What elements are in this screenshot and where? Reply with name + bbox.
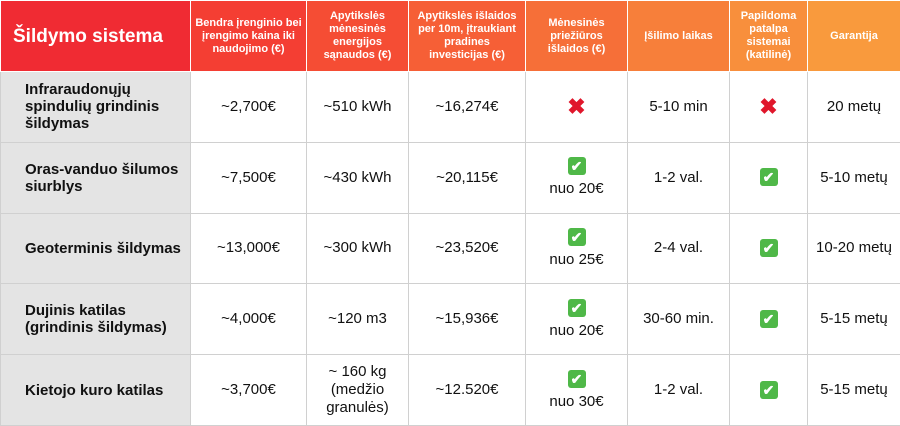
system-name: Oras-vanduo šilumos siurblys [1, 142, 191, 213]
maintenance-mark: ✔ [530, 157, 623, 176]
extra-room-cell: ✔ [730, 284, 808, 355]
maintenance-cell: ✖ [526, 72, 628, 143]
warranty-cell: 5-15 metų [808, 284, 900, 355]
check-icon: ✔ [568, 299, 586, 317]
ten-year-cost-cell: ~12.520€ [409, 355, 526, 426]
check-icon: ✔ [760, 381, 778, 399]
ten-year-cost-cell: ~23,520€ [409, 213, 526, 284]
check-icon: ✔ [760, 239, 778, 257]
price-cell: ~13,000€ [191, 213, 307, 284]
heat-time-cell: 5-10 min [628, 72, 730, 143]
energy-cell: ~430 kWh [307, 142, 409, 213]
maintenance-text: nuo 20€ [530, 322, 623, 340]
maintenance-cell: ✔ nuo 30€ [526, 355, 628, 426]
heat-time-cell: 1-2 val. [628, 142, 730, 213]
heat-up-time-header: Įšilimo laikas [628, 1, 730, 72]
maintenance-text: nuo 20€ [530, 180, 623, 198]
maintenance-cell: ✔ nuo 25€ [526, 213, 628, 284]
system-name: Kietojo kuro katilas [1, 355, 191, 426]
extra-room-cell: ✔ [730, 355, 808, 426]
monthly-maintenance-header: Mėnesinės priežiūros išlaidos (€) [526, 1, 628, 72]
table-body: Infraraudonųjų spindulių grindinis šildy… [1, 72, 900, 426]
maintenance-text: nuo 25€ [530, 251, 623, 269]
maintenance-mark: ✔ [530, 370, 623, 389]
warranty-cell: 5-15 metų [808, 355, 900, 426]
check-icon: ✔ [568, 370, 586, 388]
table-row: Kietojo kuro katilas~3,700€~ 160 kg (med… [1, 355, 900, 426]
maintenance-cell: ✔ nuo 20€ [526, 284, 628, 355]
system-name: Dujinis katilas (grindinis šildymas) [1, 284, 191, 355]
extra-room-cell: ✖ [730, 72, 808, 143]
maintenance-cell: ✔ nuo 20€ [526, 142, 628, 213]
maintenance-text: nuo 30€ [530, 393, 623, 411]
ten-year-cost-header: Apytikslės išlaidos per 10m, įtraukiant … [409, 1, 526, 72]
system-name: Geoterminis šildymas [1, 213, 191, 284]
price-cell: ~3,700€ [191, 355, 307, 426]
check-icon: ✔ [568, 228, 586, 246]
check-icon: ✔ [568, 157, 586, 175]
price-cell: ~2,700€ [191, 72, 307, 143]
cross-icon: ✖ [734, 96, 803, 118]
extra-room-header: Papildoma patalpa sistemai (katilinė) [730, 1, 808, 72]
price-cell: ~4,000€ [191, 284, 307, 355]
monthly-energy-header: Apytikslės mėnesinės energijos sąnaudos … [307, 1, 409, 72]
ten-year-cost-cell: ~20,115€ [409, 142, 526, 213]
energy-cell: ~120 m3 [307, 284, 409, 355]
energy-cell: ~300 kWh [307, 213, 409, 284]
table-row: Infraraudonųjų spindulių grindinis šildy… [1, 72, 900, 143]
energy-cell: ~ 160 kg (medžio granulės) [307, 355, 409, 426]
table-row: Dujinis katilas (grindinis šildymas)~4,0… [1, 284, 900, 355]
ten-year-cost-cell: ~16,274€ [409, 72, 526, 143]
warranty-cell: 5-10 metų [808, 142, 900, 213]
table-row: Geoterminis šildymas~13,000€~300 kWh~23,… [1, 213, 900, 284]
cross-icon: ✖ [530, 96, 623, 118]
check-icon: ✔ [760, 168, 778, 186]
maintenance-mark: ✔ [530, 228, 623, 247]
heat-time-cell: 30-60 min. [628, 284, 730, 355]
price-cell: ~7,500€ [191, 142, 307, 213]
warranty-cell: 10-20 metų [808, 213, 900, 284]
system-name: Infraraudonųjų spindulių grindinis šildy… [1, 72, 191, 143]
heating-system-header: Šildymo sistema [1, 1, 191, 72]
warranty-header: Garantija [808, 1, 900, 72]
heat-time-cell: 2-4 val. [628, 213, 730, 284]
heat-time-cell: 1-2 val. [628, 355, 730, 426]
extra-room-cell: ✔ [730, 142, 808, 213]
extra-room-cell: ✔ [730, 213, 808, 284]
check-icon: ✔ [760, 310, 778, 328]
energy-cell: ~510 kWh [307, 72, 409, 143]
maintenance-mark: ✖ [530, 96, 623, 118]
table-row: Oras-vanduo šilumos siurblys~7,500€~430 … [1, 142, 900, 213]
warranty-cell: 20 metų [808, 72, 900, 143]
maintenance-mark: ✔ [530, 299, 623, 318]
total-cost-header: Bendra įrenginio bei įrengimo kaina iki … [191, 1, 307, 72]
ten-year-cost-cell: ~15,936€ [409, 284, 526, 355]
